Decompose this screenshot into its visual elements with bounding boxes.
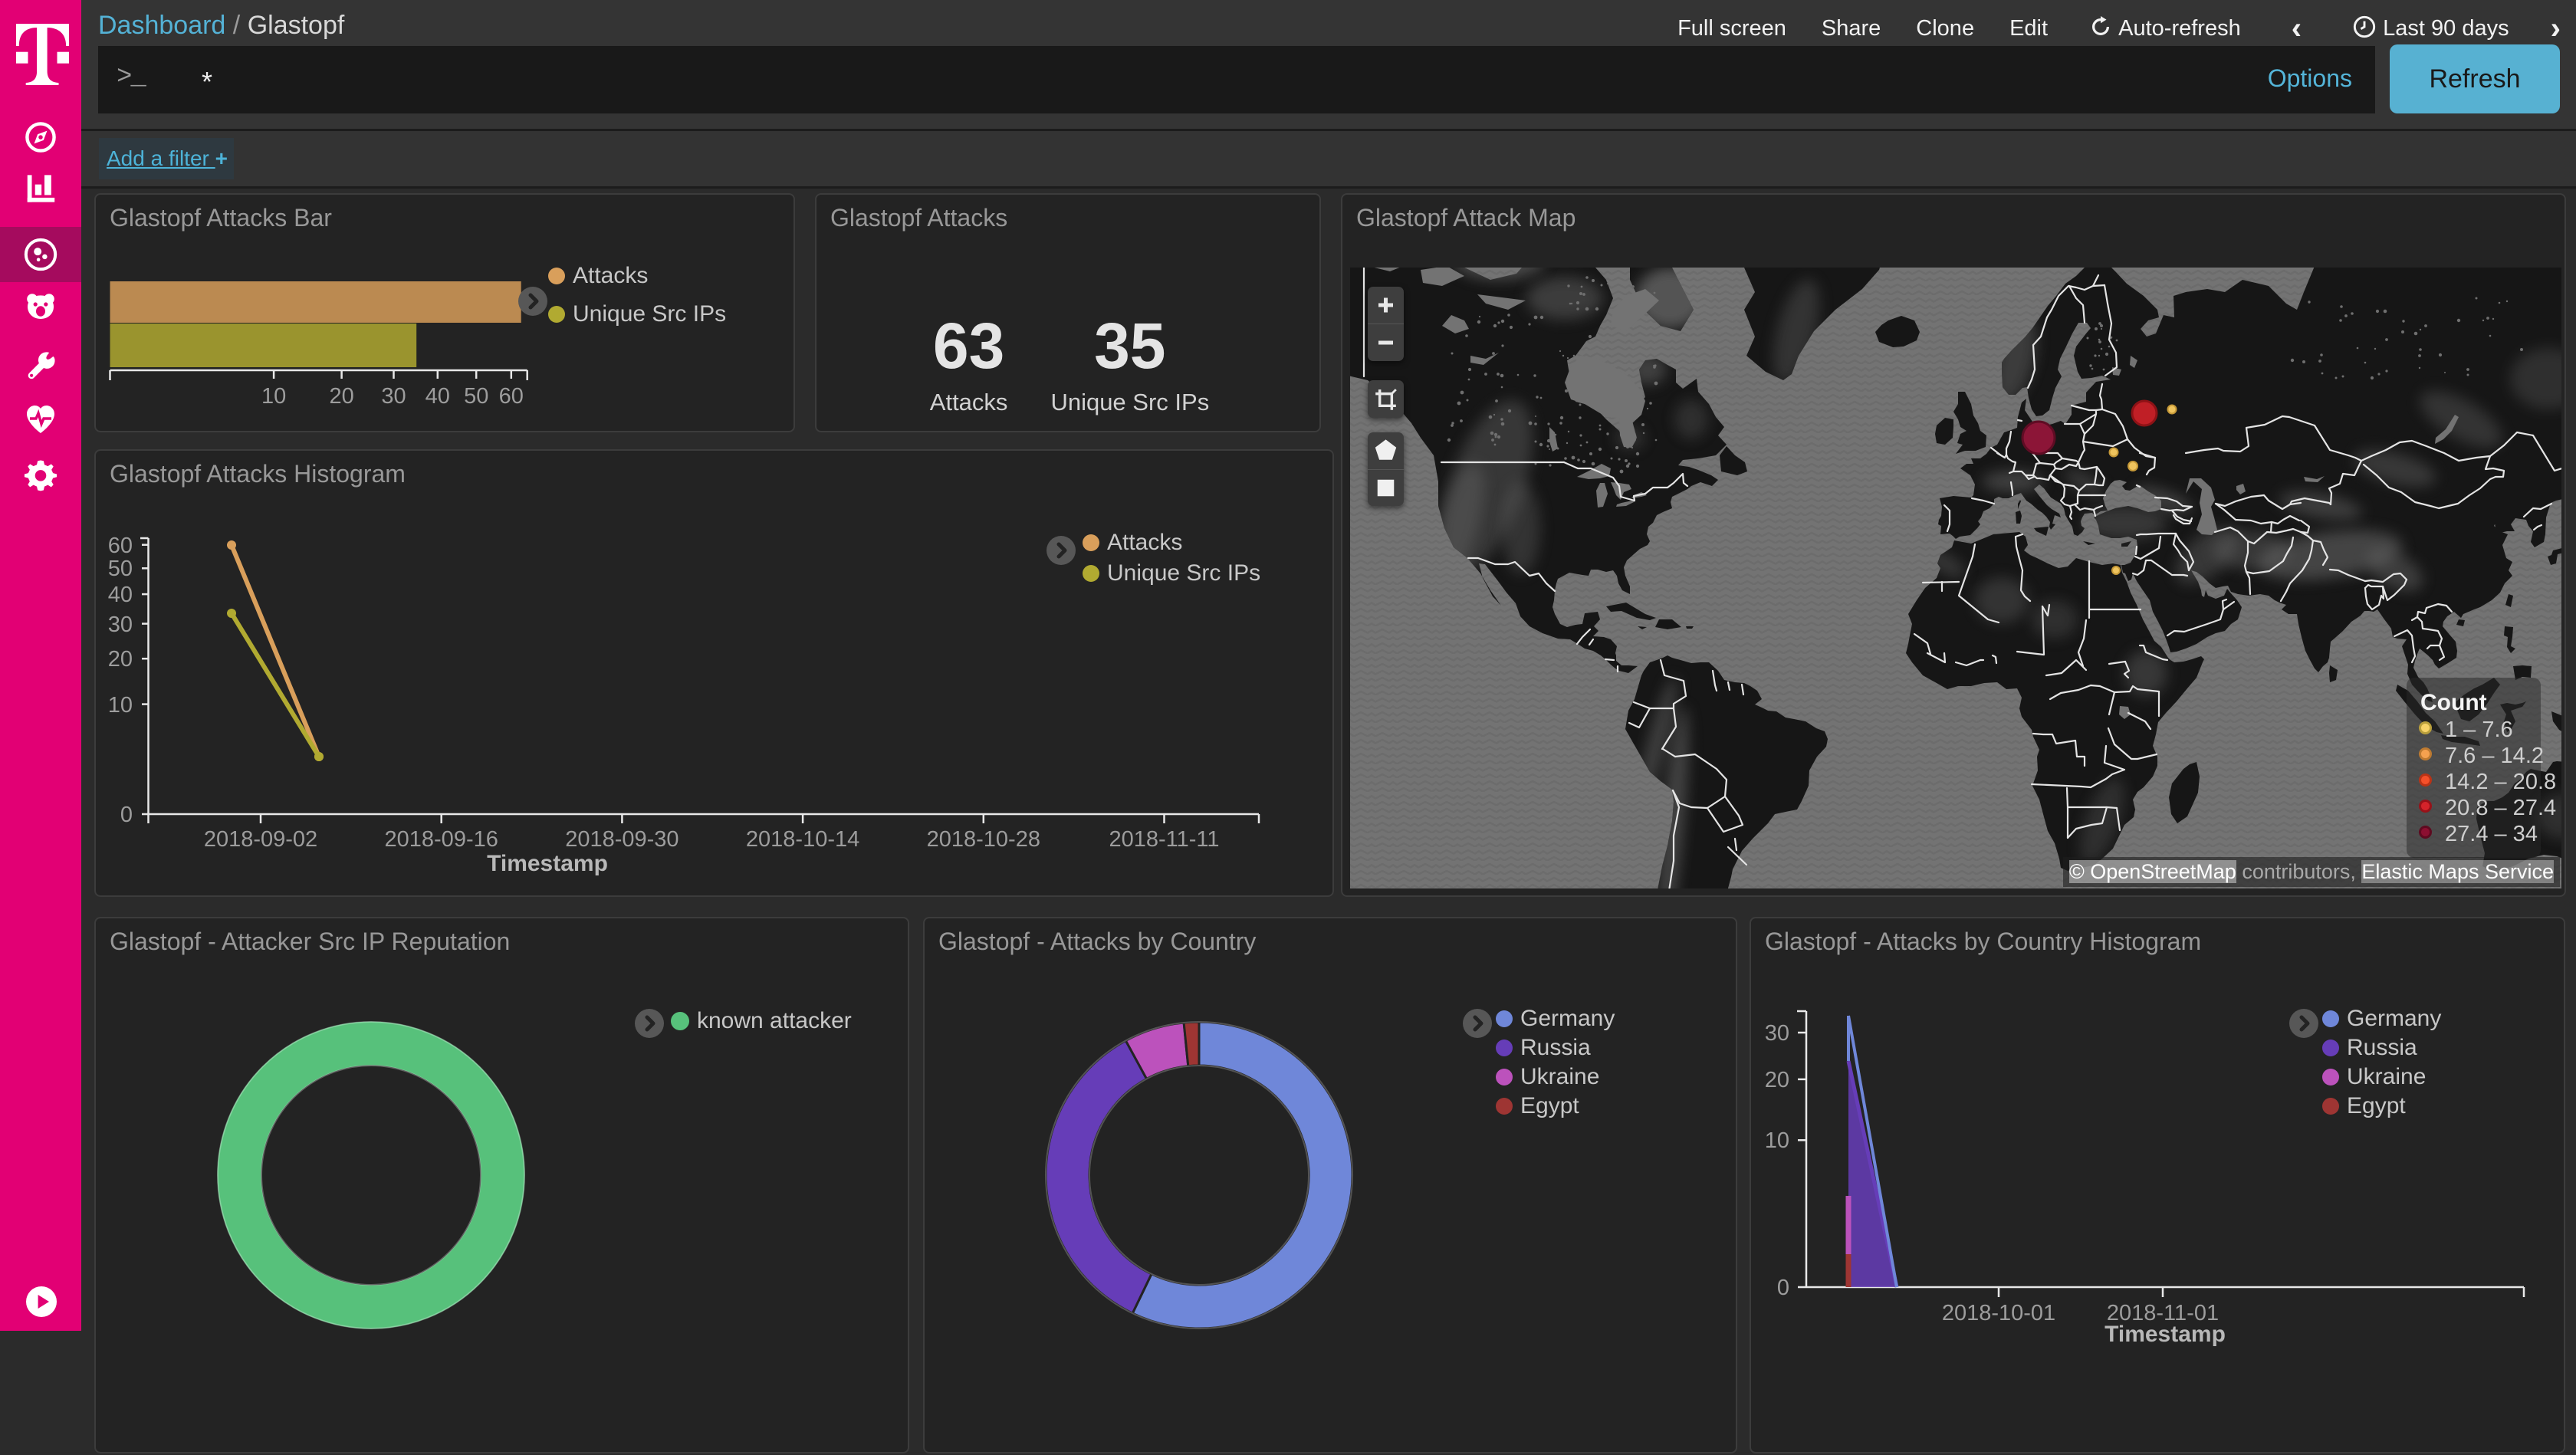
svg-text:30: 30: [1765, 1021, 1789, 1046]
svg-text:50: 50: [464, 384, 488, 409]
svg-text:0: 0: [120, 803, 133, 827]
svg-text:Timestamp: Timestamp: [487, 851, 608, 876]
svg-text:50: 50: [108, 557, 133, 581]
svg-text:20: 20: [1765, 1068, 1789, 1092]
svg-text:Timestamp: Timestamp: [2104, 1322, 2226, 1347]
svg-text:2018-10-01: 2018-10-01: [1942, 1301, 2055, 1325]
svg-text:30: 30: [108, 613, 133, 637]
svg-text:0: 0: [1777, 1276, 1789, 1300]
svg-text:2018-11-01: 2018-11-01: [2107, 1301, 2219, 1325]
svg-text:2018-09-16: 2018-09-16: [385, 827, 498, 852]
svg-text:60: 60: [499, 384, 524, 409]
svg-text:40: 40: [108, 583, 133, 607]
svg-text:2018-09-02: 2018-09-02: [204, 827, 317, 852]
svg-text:40: 40: [426, 384, 450, 409]
svg-text:10: 10: [108, 693, 133, 718]
svg-text:20: 20: [108, 647, 133, 672]
svg-text:2018-11-11: 2018-11-11: [1109, 827, 1219, 852]
svg-text:2018-10-28: 2018-10-28: [927, 827, 1040, 852]
svg-text:20: 20: [329, 384, 353, 409]
svg-text:2018-09-30: 2018-09-30: [565, 827, 678, 852]
svg-text:2018-10-14: 2018-10-14: [746, 827, 859, 852]
svg-text:30: 30: [381, 384, 406, 409]
svg-text:10: 10: [1765, 1128, 1789, 1153]
svg-text:60: 60: [108, 534, 133, 558]
svg-text:10: 10: [261, 384, 286, 409]
